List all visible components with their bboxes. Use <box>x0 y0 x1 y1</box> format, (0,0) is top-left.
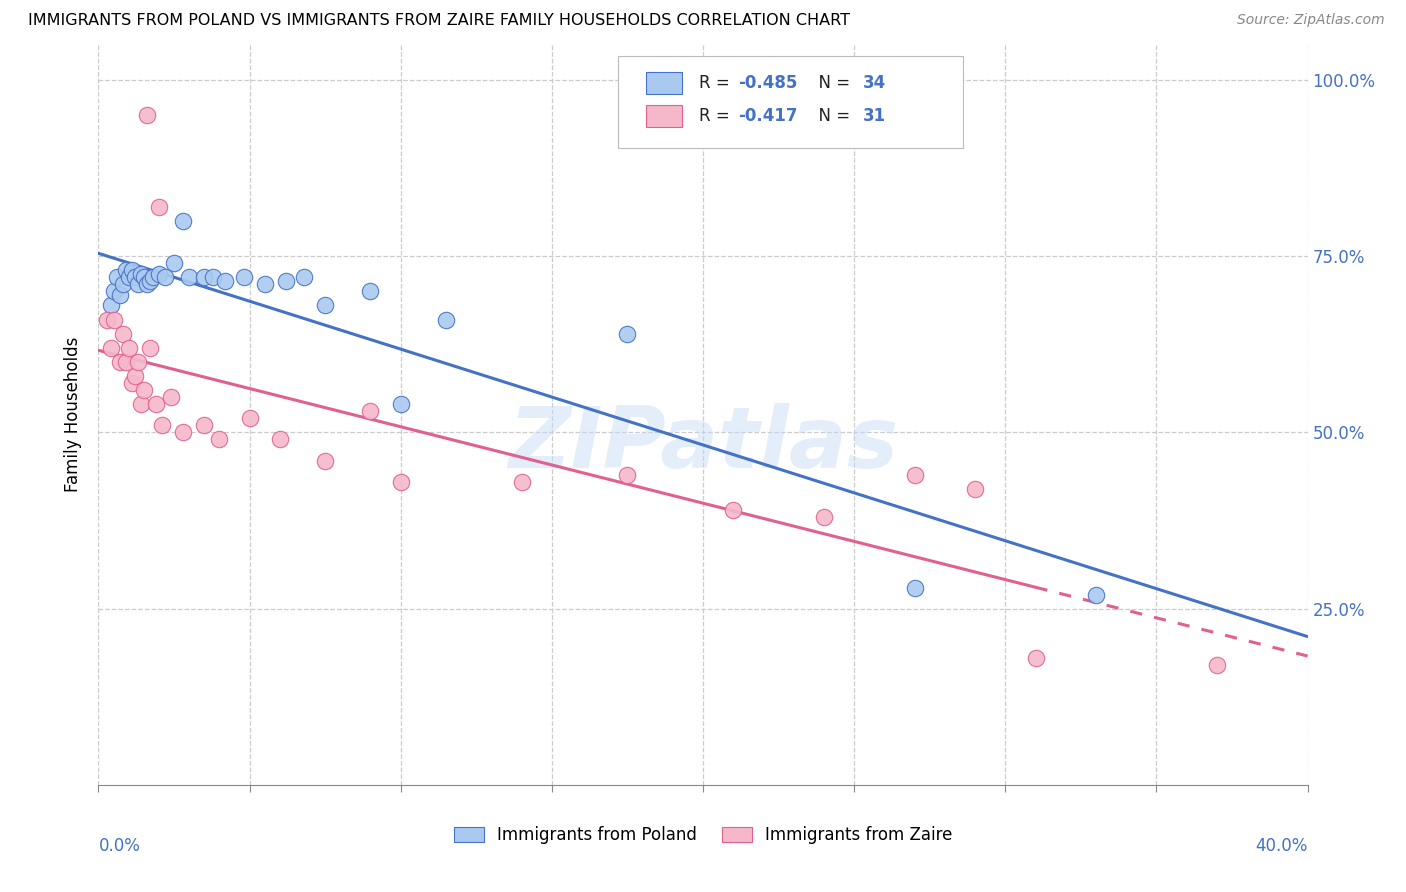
Point <box>292 270 315 285</box>
Point <box>360 404 382 418</box>
FancyBboxPatch shape <box>647 104 682 127</box>
Point <box>108 288 131 302</box>
Text: 40.0%: 40.0% <box>1256 837 1308 855</box>
Text: Source: ZipAtlas.com: Source: ZipAtlas.com <box>1237 13 1385 28</box>
FancyBboxPatch shape <box>647 72 682 95</box>
Point <box>1206 658 1229 673</box>
FancyBboxPatch shape <box>619 55 963 148</box>
Point <box>148 200 170 214</box>
Point <box>360 285 382 299</box>
Text: R =: R = <box>699 74 735 92</box>
Point <box>172 425 194 440</box>
Point <box>269 433 291 447</box>
Point <box>813 510 835 524</box>
Point <box>163 256 186 270</box>
Text: N =: N = <box>808 107 856 125</box>
Point <box>135 108 157 122</box>
Point <box>105 270 128 285</box>
Point <box>145 397 167 411</box>
Point <box>127 355 149 369</box>
Point <box>389 475 412 489</box>
Point <box>148 267 170 281</box>
Point <box>616 467 638 482</box>
Point <box>239 411 262 425</box>
Y-axis label: Family Households: Family Households <box>65 337 83 492</box>
Point <box>193 418 215 433</box>
Point <box>108 355 131 369</box>
Point <box>723 503 745 517</box>
Point <box>124 369 146 384</box>
Point <box>121 376 143 390</box>
Point <box>132 383 155 397</box>
Point <box>153 270 176 285</box>
Point <box>232 270 254 285</box>
Point <box>142 270 165 285</box>
Point <box>904 467 927 482</box>
Text: -0.417: -0.417 <box>738 107 797 125</box>
Point <box>118 341 141 355</box>
Point <box>124 270 146 285</box>
Point <box>616 326 638 341</box>
Point <box>274 274 297 288</box>
Point <box>965 482 987 496</box>
Text: 31: 31 <box>863 107 886 125</box>
Point <box>129 397 152 411</box>
Point <box>114 355 136 369</box>
Point <box>904 581 927 595</box>
Point <box>314 298 336 312</box>
Text: N =: N = <box>808 74 856 92</box>
Point <box>389 397 412 411</box>
Point <box>135 277 157 292</box>
Point <box>214 274 236 288</box>
Point <box>160 390 183 404</box>
Text: R =: R = <box>699 107 735 125</box>
Legend: Immigrants from Poland, Immigrants from Zaire: Immigrants from Poland, Immigrants from … <box>447 820 959 851</box>
Point <box>129 267 152 281</box>
Point <box>202 270 225 285</box>
Point <box>253 277 276 292</box>
Point <box>114 263 136 277</box>
Point <box>208 433 231 447</box>
Text: 34: 34 <box>863 74 886 92</box>
Point <box>150 418 173 433</box>
Point <box>510 475 533 489</box>
Point <box>121 263 143 277</box>
Text: IMMIGRANTS FROM POLAND VS IMMIGRANTS FROM ZAIRE FAMILY HOUSEHOLDS CORRELATION CH: IMMIGRANTS FROM POLAND VS IMMIGRANTS FRO… <box>28 13 851 29</box>
Point <box>127 277 149 292</box>
Point <box>179 270 201 285</box>
Text: 0.0%: 0.0% <box>98 837 141 855</box>
Point <box>103 312 125 326</box>
Point <box>118 270 141 285</box>
Point <box>1085 588 1108 602</box>
Point <box>96 312 118 326</box>
Point <box>111 277 134 292</box>
Point <box>100 341 122 355</box>
Point <box>193 270 215 285</box>
Point <box>314 453 336 467</box>
Text: -0.485: -0.485 <box>738 74 797 92</box>
Point <box>132 270 155 285</box>
Point <box>100 298 122 312</box>
Point <box>434 312 457 326</box>
Point <box>139 341 162 355</box>
Point <box>103 285 125 299</box>
Point <box>111 326 134 341</box>
Point <box>1024 651 1046 665</box>
Text: ZIPatlas: ZIPatlas <box>508 403 898 486</box>
Point <box>172 214 194 228</box>
Point <box>139 274 162 288</box>
